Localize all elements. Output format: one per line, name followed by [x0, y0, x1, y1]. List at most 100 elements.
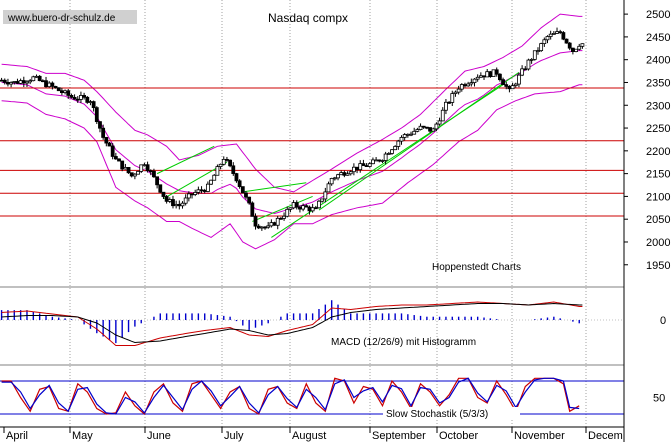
candle	[53, 85, 58, 89]
candle	[412, 130, 417, 135]
candle	[25, 81, 29, 84]
candle	[551, 33, 556, 35]
candle	[263, 226, 267, 229]
candle	[186, 193, 191, 199]
candle	[2, 79, 7, 83]
candle	[431, 128, 436, 132]
candle	[485, 71, 490, 78]
candle	[517, 74, 521, 85]
macd-lines	[1, 301, 583, 346]
candle	[399, 137, 404, 142]
candle	[298, 206, 302, 210]
candle	[75, 98, 80, 101]
macd-y-tick-label: 0	[660, 315, 666, 327]
candle	[282, 215, 286, 219]
candle	[383, 153, 388, 161]
candle	[491, 69, 496, 77]
candle	[488, 71, 493, 77]
candle	[59, 90, 64, 94]
candle	[469, 82, 474, 85]
candle	[574, 48, 578, 52]
candle	[104, 137, 109, 144]
candle	[570, 47, 575, 52]
candle	[113, 156, 118, 160]
candle	[329, 178, 334, 185]
candle	[393, 146, 398, 151]
x-tick-label: October	[439, 430, 478, 442]
candle	[278, 217, 283, 220]
candle	[494, 69, 499, 75]
candle	[69, 95, 74, 98]
candle	[174, 203, 179, 207]
x-tick-label: November	[514, 430, 565, 442]
y-tick-label: 2200	[646, 146, 670, 158]
chart-title: Nasdaq compx	[268, 11, 348, 25]
candle	[545, 36, 550, 41]
candle	[272, 222, 277, 226]
candle	[463, 84, 467, 87]
candle	[56, 87, 61, 92]
candle	[377, 159, 382, 162]
candle	[542, 39, 547, 44]
candle	[72, 96, 77, 100]
trend-line	[252, 195, 313, 222]
y-tick-label: 2350	[646, 77, 670, 89]
y-axis: 1950 2000 2050 2100 2150 2200 2250 2300 2350 2400…	[624, 9, 670, 405]
candle	[364, 165, 369, 167]
candle	[126, 167, 131, 174]
candle	[240, 186, 245, 194]
candle	[421, 125, 426, 128]
candle	[532, 50, 537, 60]
candle	[180, 202, 185, 207]
candle	[520, 68, 525, 76]
trend-line	[156, 145, 215, 175]
x-tick-label: May	[72, 430, 93, 442]
candle	[212, 174, 217, 181]
candle	[215, 166, 220, 176]
candle	[307, 206, 312, 212]
candle	[94, 107, 99, 123]
bollinger-upper-line	[1, 13, 583, 193]
candle	[110, 145, 115, 157]
y-tick-label: 2000	[646, 237, 670, 249]
price-grid	[69, 0, 587, 427]
candle	[123, 167, 128, 170]
x-tick-label: June	[147, 430, 171, 442]
candle	[577, 45, 582, 50]
candle	[358, 163, 363, 171]
macd-signal-line	[1, 302, 583, 344]
candle	[342, 172, 347, 176]
candle	[323, 191, 328, 200]
bollinger-lower-line	[1, 84, 583, 250]
trend-line	[318, 72, 520, 211]
macd-line	[1, 301, 583, 346]
candle	[424, 126, 429, 129]
candle	[294, 202, 299, 208]
candle	[155, 176, 160, 186]
candle	[199, 189, 204, 192]
candle	[221, 158, 226, 165]
stochastic-label-box	[383, 407, 520, 420]
candles	[0, 27, 585, 231]
y-tick-label: 1950	[646, 260, 670, 272]
candle	[98, 121, 102, 129]
source-label: Hoppenstedt Charts	[432, 262, 521, 273]
candle	[288, 207, 293, 210]
candle	[447, 101, 452, 104]
y-tick-label: 2300	[646, 100, 670, 112]
y-tick-label: 2050	[646, 214, 670, 226]
candle	[18, 80, 23, 84]
y-tick-label: 2400	[646, 55, 670, 67]
horizontal-levels	[0, 87, 624, 217]
candle	[259, 226, 264, 229]
candle	[409, 133, 413, 136]
y-tick-label: 2250	[646, 123, 670, 135]
candle	[317, 200, 321, 209]
candle	[558, 31, 563, 34]
candle	[390, 149, 394, 154]
candle	[513, 83, 518, 86]
candle	[440, 109, 445, 122]
x-tick-label: September	[372, 430, 426, 442]
candle	[437, 120, 442, 125]
